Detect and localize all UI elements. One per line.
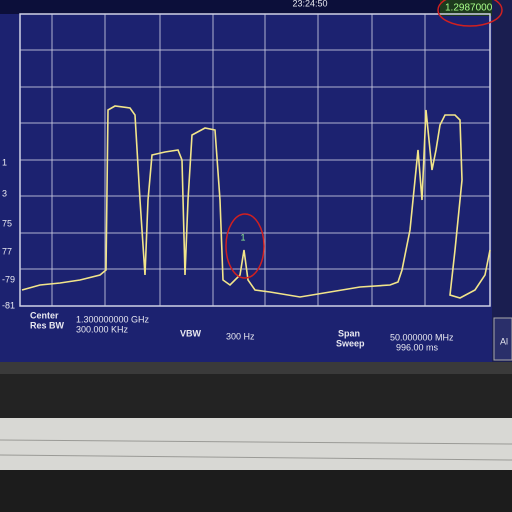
softkey-label[interactable]: Al bbox=[500, 336, 508, 346]
y-label: -79 bbox=[2, 274, 15, 284]
res-bw-label: Res BW bbox=[30, 320, 65, 330]
span-label: Span bbox=[338, 328, 360, 338]
res-bw-value: 300.000 KHz bbox=[76, 324, 129, 334]
y-label: 75 bbox=[2, 218, 12, 228]
case-strip bbox=[0, 418, 512, 470]
y-label: 77 bbox=[2, 246, 12, 256]
center-label: Center bbox=[30, 310, 59, 320]
case-edge bbox=[0, 454, 512, 461]
marker-number: 1 bbox=[240, 232, 245, 242]
base bbox=[0, 470, 512, 512]
span-value: 50.000000 MHz bbox=[390, 332, 454, 342]
vbw-value: 300 Hz bbox=[226, 331, 255, 341]
sweep-label: Sweep bbox=[336, 338, 365, 348]
grid bbox=[19, 13, 491, 307]
highlight-circle bbox=[225, 213, 265, 279]
y-label: 3 bbox=[2, 188, 7, 198]
center-value: 1.300000000 GHz bbox=[76, 314, 150, 324]
case-edge bbox=[0, 439, 512, 445]
vbw-label: VBW bbox=[180, 328, 202, 338]
softkey-button[interactable] bbox=[493, 317, 512, 361]
marker-readout: 1.2987000 bbox=[445, 3, 493, 14]
bezel bbox=[0, 362, 512, 374]
y-label: -81 bbox=[2, 300, 15, 310]
readout-box bbox=[440, 0, 500, 16]
softkey-panel bbox=[492, 0, 512, 362]
y-label: 1 bbox=[2, 157, 7, 167]
top-bar bbox=[0, 0, 512, 14]
highlight-circle bbox=[437, 0, 503, 27]
bezel bbox=[0, 374, 512, 420]
clock: 23:24:50 bbox=[292, 0, 327, 8]
spectrum-trace bbox=[21, 105, 491, 299]
sweep-value: 996.00 ms bbox=[396, 342, 439, 352]
screen bbox=[0, 0, 492, 362]
